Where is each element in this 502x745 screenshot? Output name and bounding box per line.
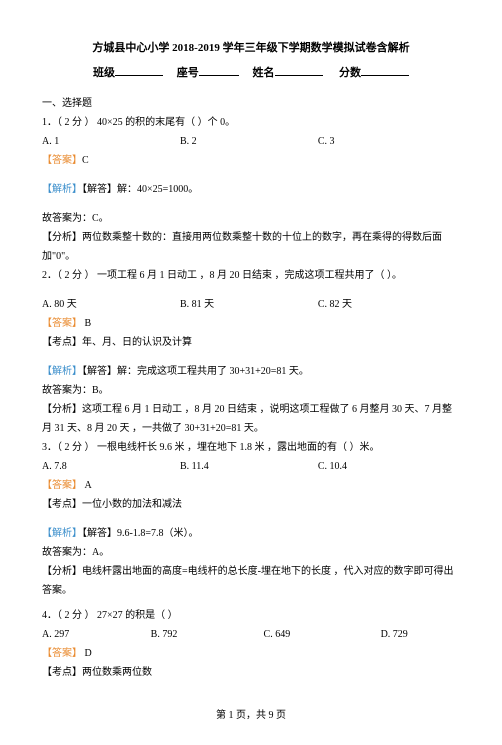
q1-opt-b: B. 2 [180,132,318,151]
kaodian-label: 【考点】 [42,499,82,510]
q2-fenxi-line: 【分析】这项工程 6 月 1 日动工 ，8 月 20 日结束 ，说明这项工程做了… [42,400,460,438]
q3-answer: A [82,480,92,491]
q1-answer-line: 【答案】C [42,151,460,170]
q4-opt-a: A. 297 [42,625,151,644]
section-1-heading: 一、选择题 [42,94,460,113]
class-label: 班级 [93,67,115,79]
q3-fenxi: 电线杆露出地面的高度=电线杆的总长度-埋在地下的长度 ，代入对应的数字即可得出答… [42,566,453,596]
q4-options: A. 297 B. 792 C. 649 D. 729 [42,625,460,644]
answer-label: 【答案】 [42,155,82,166]
q1-stem: 1．（ 2 分 ） 40×25 的积的末尾有（ ）个 0。 [42,113,460,132]
q2-jieda: 解：完成这项工程共用了 30+31+20=81 天。 [117,366,309,377]
fenxi-label: 【分析】 [42,566,82,577]
q2-opt-a: A. 80 天 [42,295,180,314]
q1-conclusion: 故答案为：C。 [42,209,460,228]
q4-kaodian-line: 【考点】两位数乘两位数 [42,663,460,682]
exam-page: 方城县中心小学 2018-2019 学年三年级下学期数学模拟试卷含解析 班级 座… [0,0,502,745]
fenxi-label: 【分析】 [42,404,82,415]
answer-label: 【答案】 [42,318,82,329]
seat-blank [199,64,239,76]
q3-options: A. 7.8 B. 11.4 C. 10.4 [42,457,460,476]
q1-fenxi-line: 【分析】两位数乘整十数的：直接用两位数乘整十数的十位上的数字，再在乘得的得数后面… [42,228,460,266]
q2-kaodian-line: 【考点】年、月、日的认识及计算 [42,333,460,352]
q2-answer-line: 【答案】 B [42,314,460,333]
spacer [42,199,460,209]
jieda-label: 【解答】 [82,184,117,195]
q4-answer-line: 【答案】 D [42,644,460,663]
q2-options: A. 80 天 B. 81 天 C. 82 天 [42,295,460,314]
q3-opt-c: C. 10.4 [318,457,456,476]
q3-stem: 3．（ 2 分 ） 一根电线杆长 9.6 米 ，埋在地下 1.8 米 ，露出地面… [42,438,460,457]
seat-label: 座号 [177,67,199,79]
fill-line: 班级 座号 姓名 分数 [42,63,460,84]
spacer [42,352,460,362]
q1-analysis-line: 【解析】【解答】解：40×25=1000。 [42,180,460,199]
answer-label: 【答案】 [42,480,82,491]
analysis-label: 【解析】 [42,184,82,195]
q4-answer: D [82,648,92,659]
q4-opt-d: D. 729 [381,625,460,644]
exam-title: 方城县中心小学 2018-2019 学年三年级下学期数学模拟试卷含解析 [42,38,460,59]
q2-opt-c: C. 82 天 [318,295,456,314]
q2-opt-b: B. 81 天 [180,295,318,314]
q3-conclusion: 故答案为：A。 [42,543,460,562]
q4-opt-b: B. 792 [151,625,264,644]
q3-kaodian: 一位小数的加法和减法 [82,499,182,510]
page-footer: 第 1 页，共 9 页 [42,706,460,725]
kaodian-label: 【考点】 [42,667,82,678]
spacer [42,170,460,180]
q1-opt-a: A. 1 [42,132,180,151]
q1-opt-c: C. 3 [318,132,456,151]
q2-conclusion: 故答案为：B。 [42,381,460,400]
q2-stem: 2．（ 2 分 ） 一项工程 6 月 1 日动工 ，8 月 20 日结束 ，完成… [42,266,460,285]
q4-opt-c: C. 649 [264,625,381,644]
kaodian-label: 【考点】 [42,337,82,348]
score-label: 分数 [339,67,361,79]
analysis-label: 【解析】 [42,366,82,377]
analysis-label: 【解析】 [42,528,82,539]
jieda-label: 【解答】 [82,366,117,377]
q3-analysis-line: 【解析】【解答】9.6-1.8=7.8（米）。 [42,524,460,543]
q2-fenxi: 这项工程 6 月 1 日动工 ，8 月 20 日结束 ，说明这项工程做了 6 月… [42,404,452,434]
class-blank [115,64,163,76]
jieda-label: 【解答】 [82,528,117,539]
q3-answer-line: 【答案】 A [42,476,460,495]
q3-opt-a: A. 7.8 [42,457,180,476]
q3-kaodian-line: 【考点】一位小数的加法和减法 [42,495,460,514]
q1-fenxi: 两位数乘整十数的：直接用两位数乘整十数的十位上的数字，再在乘得的得数后面加"0"… [42,232,442,262]
q3-fenxi-line: 【分析】电线杆露出地面的高度=电线杆的总长度-埋在地下的长度 ，代入对应的数字即… [42,562,460,600]
q2-analysis-line: 【解析】【解答】解：完成这项工程共用了 30+31+20=81 天。 [42,362,460,381]
score-blank [361,64,409,76]
q4-kaodian: 两位数乘两位数 [82,667,152,678]
name-label: 姓名 [253,67,275,79]
q1-jieda: 解：40×25=1000。 [117,184,198,195]
q3-jieda: 9.6-1.8=7.8（米）。 [117,528,198,539]
q2-kaodian: 年、月、日的认识及计算 [82,337,192,348]
answer-label: 【答案】 [42,648,82,659]
q2-answer: B [82,318,91,329]
spacer [42,514,460,524]
fenxi-label: 【分析】 [42,232,82,243]
q4-stem: 4．（ 2 分 ） 27×27 的积是（ ） [42,606,460,625]
q3-opt-b: B. 11.4 [180,457,318,476]
q1-options: A. 1 B. 2 C. 3 [42,132,460,151]
spacer [42,285,460,295]
name-blank [275,64,323,76]
q1-answer: C [82,155,89,166]
